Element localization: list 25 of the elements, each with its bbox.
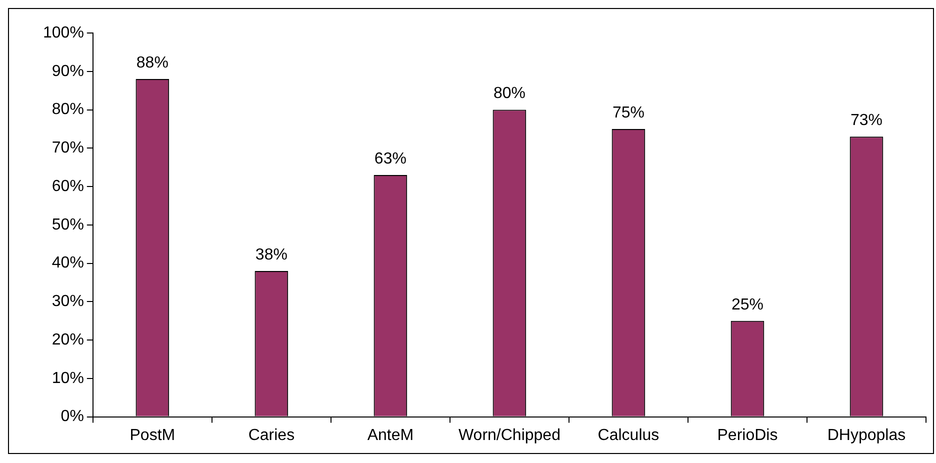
y-tick-label: 60% — [52, 178, 84, 195]
x-tick-label: Caries — [248, 426, 295, 444]
y-tick-label: 30% — [52, 293, 84, 310]
data-label: 25% — [731, 296, 764, 314]
y-tick-label: 0% — [60, 408, 84, 426]
y-tick-label: 40% — [52, 254, 84, 272]
y-tick-label: 80% — [52, 101, 84, 118]
y-tick-label: 10% — [52, 370, 84, 387]
x-tick-label: Calculus — [598, 426, 660, 444]
y-tick-label: 90% — [52, 62, 84, 80]
data-label: 88% — [136, 54, 168, 72]
data-label: 63% — [374, 150, 406, 168]
x-tick-label: DHypoplas — [827, 426, 906, 444]
x-tick-label: PostM — [130, 426, 176, 444]
y-tick-label: 100% — [43, 24, 84, 42]
y-tick-label: 20% — [52, 331, 84, 348]
data-label: 75% — [612, 104, 644, 122]
data-label: 80% — [493, 85, 526, 102]
y-tick-label: 70% — [52, 140, 84, 157]
data-label: 38% — [255, 246, 288, 264]
y-tick-label: 50% — [52, 216, 84, 234]
x-tick-label: PerioDis — [717, 426, 778, 444]
x-tick-label: Worn/Chipped — [458, 426, 560, 444]
data-label: 73% — [850, 112, 883, 130]
x-tick-label: AnteM — [367, 426, 414, 444]
